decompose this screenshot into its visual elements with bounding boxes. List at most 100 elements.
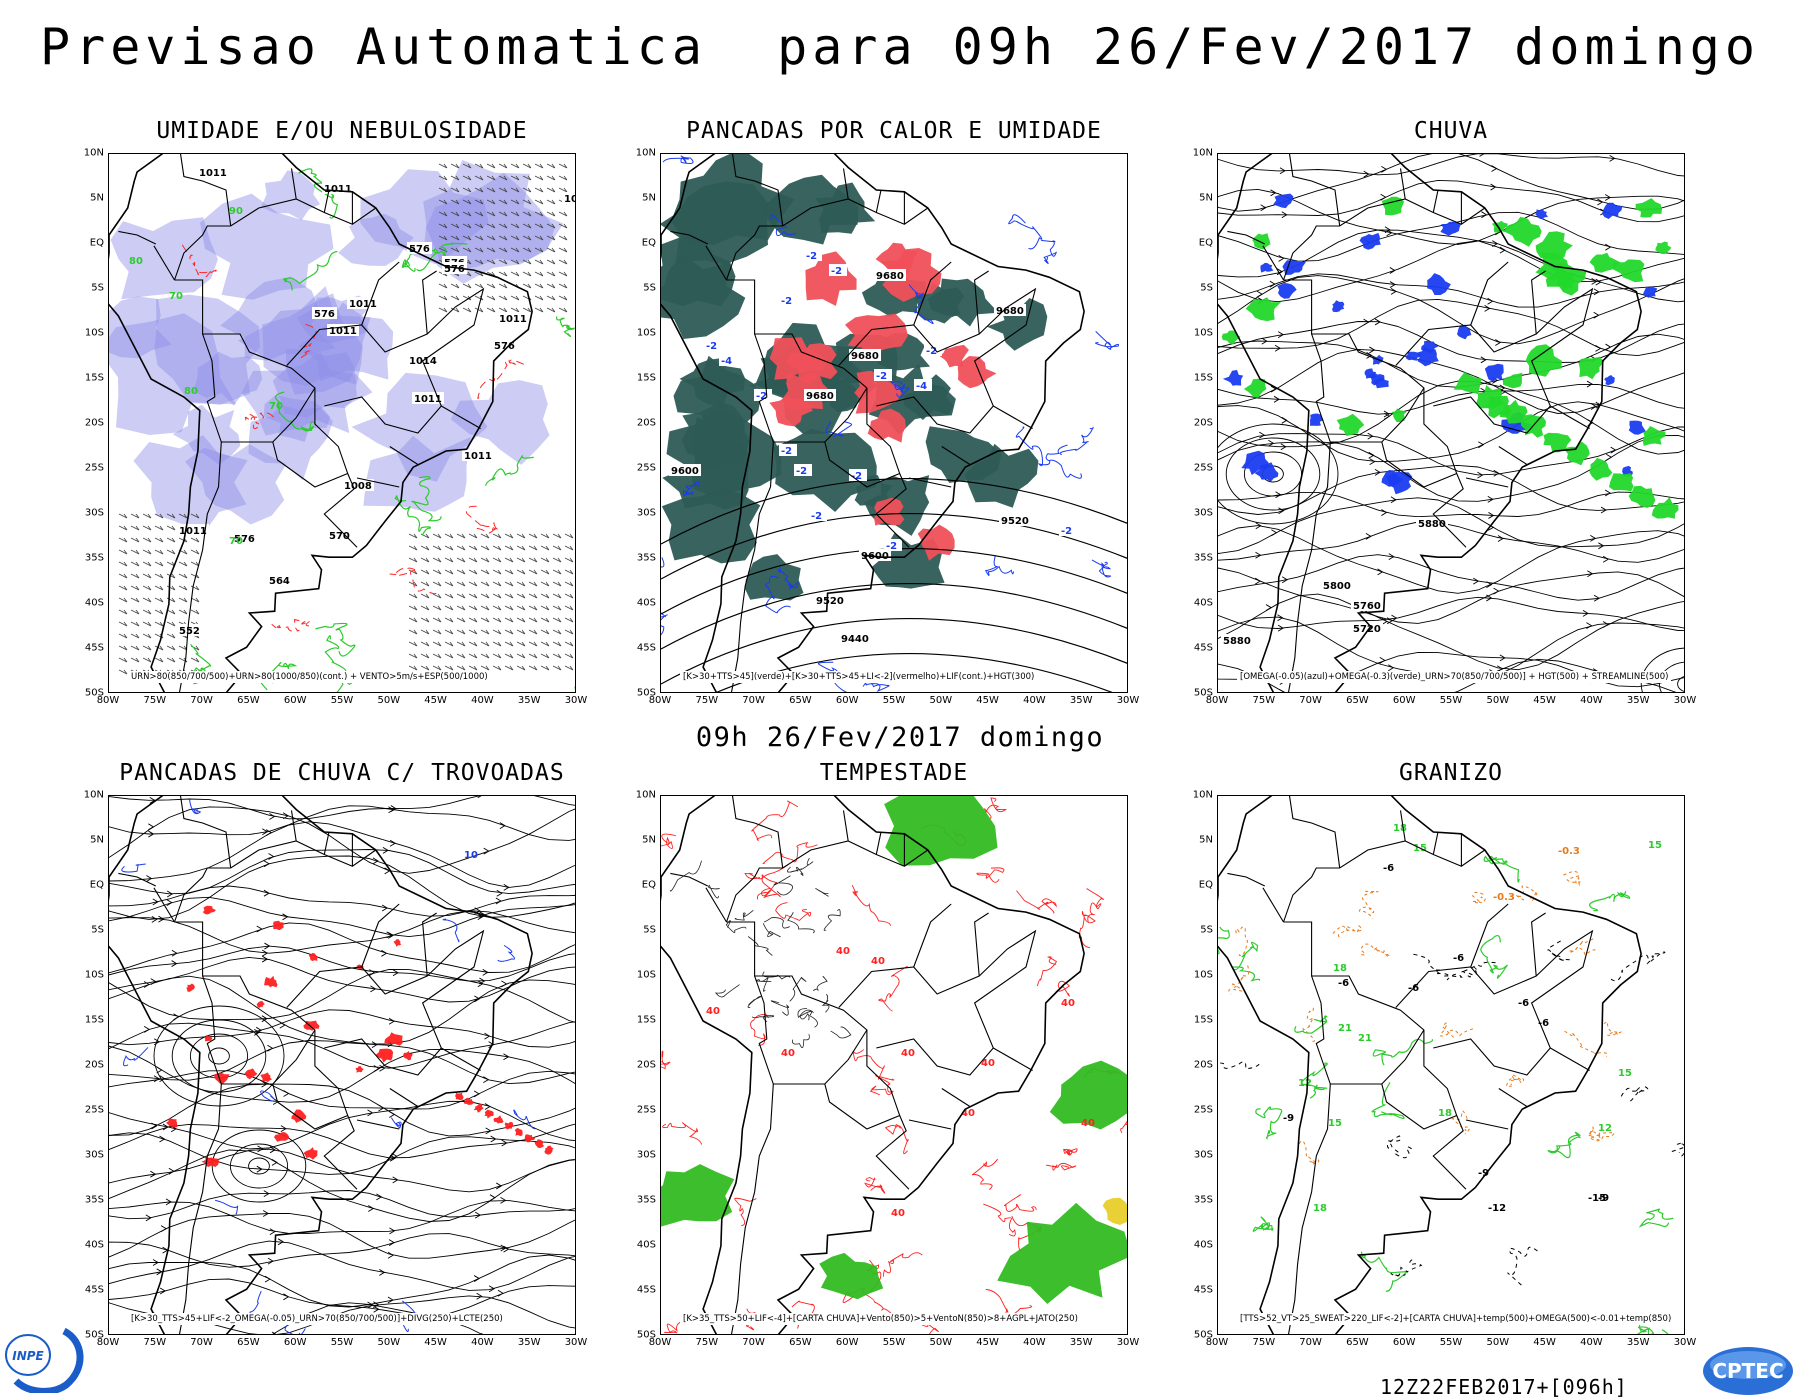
wind-barbs: [516, 557, 526, 563]
streamline-arrow: [158, 915, 165, 923]
lat-tick-label: 40S: [84, 597, 104, 609]
wind-barbs: [498, 235, 508, 241]
temperature-500-contour: [1671, 1141, 1684, 1157]
lon-tick-label: 50W: [377, 695, 401, 706]
wind-barbs: [522, 211, 532, 217]
temp500-label: -6: [1538, 1018, 1549, 1029]
country-border: [1283, 921, 1467, 1190]
lifted-index-label: -2: [796, 466, 807, 477]
wind-barbs: [486, 211, 496, 217]
wind-barbs: [166, 549, 176, 555]
temp500-label: -9: [1598, 1193, 1609, 1204]
height-label-box: [849, 349, 881, 361]
lon-tick-label: 70W: [190, 1337, 213, 1348]
wind-barbs: [486, 175, 496, 181]
wind-barbs: [534, 247, 544, 253]
wind-vector: [747, 996, 762, 1008]
lat-tick-label: 45S: [1193, 1284, 1213, 1296]
wind-barbs: [118, 621, 128, 627]
wind-barbs: [564, 653, 574, 659]
streamline-arrow: [1379, 657, 1386, 664]
instability-area: [874, 497, 905, 526]
wind-barbs: [438, 235, 448, 241]
wind-barbs: [118, 597, 128, 603]
thunderstorm-area: [493, 1115, 504, 1124]
wind-barbs: [504, 629, 514, 635]
wind-barbs: [420, 593, 430, 599]
country-border: [1399, 810, 1406, 842]
streamline-arrow: [1278, 255, 1285, 262]
storm-streamline: [1078, 911, 1096, 949]
wind-barbs: [516, 533, 526, 539]
wind-barbs: [444, 605, 454, 611]
humidity-contour: [416, 242, 468, 272]
humidity-shading: [351, 372, 488, 482]
wind-vector: [812, 976, 828, 992]
omega-green-area: [1525, 344, 1562, 377]
wind-barbs: [486, 199, 496, 205]
storm-streamline: [884, 1124, 909, 1155]
wind-barbs: [462, 223, 472, 229]
country-border: [993, 1047, 1033, 1071]
streamline: [109, 1200, 575, 1234]
wind-barbs: [522, 223, 532, 229]
streamline-arrow: [1390, 287, 1397, 295]
height-label-box: [999, 514, 1031, 526]
wind-vector: [755, 977, 772, 992]
thunderstorm-area: [274, 1131, 290, 1142]
wind-barbs: [420, 653, 430, 659]
thunderstorm-area: [514, 1127, 523, 1137]
wind-barbs: [462, 307, 472, 313]
lat-tick-label: 5N: [1199, 834, 1213, 846]
streamline-arrow: [268, 853, 275, 860]
humidity-label: 90: [229, 206, 243, 217]
height-label: 9520: [816, 596, 844, 607]
streamline-arrow: [483, 1076, 490, 1084]
lat-tick-label: 40S: [84, 1239, 104, 1251]
streamline-arrow: [1275, 491, 1282, 499]
thunderstorm-area: [273, 920, 284, 931]
wind-barbs: [534, 235, 544, 241]
lat-tick-label: 5S: [91, 282, 104, 294]
wind-barbs: [546, 283, 556, 289]
streamline-arrow: [1602, 555, 1610, 563]
lat-tick-label: 5S: [91, 924, 104, 936]
temp850-label: 21: [1338, 1023, 1352, 1034]
wind-barbs: [154, 561, 164, 567]
omega-contour: [1470, 891, 1486, 904]
country-border: [941, 1088, 971, 1107]
wind-barbs: [498, 247, 508, 253]
wind-barbs: [444, 557, 454, 563]
wind-barbs: [190, 561, 200, 567]
thickness-contour: [271, 618, 311, 632]
streamline-arrow: [1254, 577, 1262, 585]
wind-barbs: [178, 513, 188, 519]
wind-barbs: [516, 569, 526, 575]
pressure-label-box: [497, 312, 529, 324]
wind-barbs: [438, 211, 448, 217]
streamline-arrow: [1473, 577, 1480, 585]
streamline-arrow: [388, 1239, 395, 1246]
omega-blue-area: [1368, 372, 1385, 386]
lat-tick-label: 15S: [1193, 372, 1213, 384]
wind-barbs: [456, 617, 466, 623]
thickness-contour: [244, 412, 274, 430]
lat-tick-label: 40S: [1193, 1239, 1213, 1251]
instability-area: [785, 343, 838, 385]
wind-barbs: [504, 653, 514, 659]
jet-area: [661, 1164, 735, 1227]
temperature-850-contour: [1371, 1082, 1405, 1119]
wind-barbs: [528, 545, 538, 551]
lon-tick-label: 65W: [237, 695, 260, 706]
lon-tick-label: 65W: [789, 695, 812, 706]
wind-barbs: [142, 513, 152, 519]
pressure-label-box: [312, 307, 337, 319]
jet-area: [884, 796, 998, 866]
wind-barbs: [154, 537, 164, 543]
country-border: [726, 921, 910, 1190]
country-border: [173, 840, 377, 923]
panel-title: UMIDADE E/OU NEBULOSIDADE: [156, 118, 528, 144]
wind-barbs: [420, 665, 430, 671]
lon-tick-label: 45W: [1533, 1337, 1556, 1348]
omega-contour: [1298, 1140, 1320, 1166]
